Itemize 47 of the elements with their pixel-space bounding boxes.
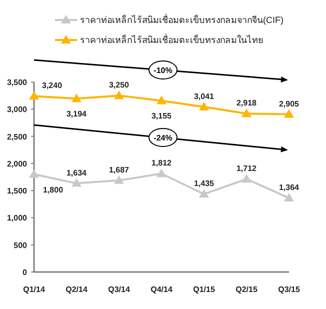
y-tick-label: 1,500 [6, 186, 28, 196]
point [72, 178, 82, 187]
point [114, 90, 124, 100]
x-tick-label: Q3/14 [108, 285, 130, 294]
point [284, 192, 294, 202]
annotation: -24% [154, 134, 172, 142]
point [114, 175, 124, 184]
y-tick-label: 1,000 [6, 214, 28, 223]
data-label: 1,800 [43, 185, 64, 194]
data-label: 3,250 [108, 80, 130, 90]
data-label: 1,687 [108, 165, 130, 174]
point [72, 94, 82, 102]
data-label: 1,812 [151, 158, 172, 168]
y-tick-label: 3,500 [6, 78, 28, 87]
x-tick-label: Q1/15 [193, 285, 216, 294]
data-label: 2,905 [278, 99, 300, 108]
point [199, 189, 209, 198]
y-tick-label: 2,000 [6, 159, 28, 168]
data-label: 1,364 [278, 182, 300, 192]
x-tick-label: Q1/14 [23, 285, 46, 294]
point [199, 102, 209, 110]
y-tick-label: 0 [22, 268, 28, 277]
data-label: 3,240 [42, 81, 63, 90]
point [284, 109, 294, 118]
legend-label: ราคาท่อเหล็กไร้สนิมเชื่อมตะเข็บทรงกลมในไทย [80, 33, 263, 45]
point [29, 91, 39, 100]
data-label: 1,712 [236, 164, 258, 174]
legend-label: ราคาท่อเหล็กไร้สนิมเชื่อมตะเข็บทรงกลมจากจีน(CIF) [80, 13, 284, 25]
y-tick-label: 500 [14, 240, 28, 250]
data-label: 1,634 [66, 168, 88, 178]
x-tick-label: Q2/15 [236, 285, 258, 294]
point [29, 169, 39, 178]
y-tick-label: 2,500 [6, 132, 28, 142]
data-label: 3,194 [66, 110, 88, 119]
y-tick-label: 3,000 [6, 105, 28, 114]
point [156, 168, 166, 178]
text: -10% [154, 66, 172, 75]
point [156, 96, 166, 104]
data-label: 2,918 [236, 98, 258, 108]
point [242, 108, 252, 118]
x-tick-label: Q2/14 [66, 285, 88, 294]
data-label: 3,155 [151, 112, 172, 121]
point [242, 174, 252, 183]
data-label: 1,435 [194, 179, 215, 188]
x-tick-label: Q4/14 [150, 285, 173, 294]
data-label: 3,041 [194, 92, 215, 101]
x-tick-label: Q3/15 [278, 285, 300, 294]
